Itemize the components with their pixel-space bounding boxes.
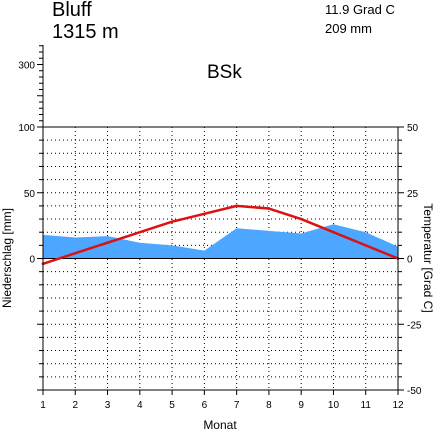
mean-temperature: 11.9 Grad C: [325, 2, 395, 17]
temperature-point: [332, 230, 335, 234]
precipitation-layer: [43, 224, 398, 259]
temperature-layer: [41, 204, 400, 266]
x-tick-label: 10: [328, 400, 340, 411]
left-tick-label: 0: [29, 255, 35, 266]
right-axis-label: Temperatur [Grad C]: [421, 203, 435, 312]
temperature-point: [267, 207, 271, 210]
right-tick-label: -25: [407, 320, 422, 331]
temperature-line: [42, 204, 399, 265]
x-tick-label: 1: [40, 400, 46, 411]
temperature-point: [138, 230, 142, 234]
temperature-point: [170, 220, 174, 223]
right-tick-label: -50: [407, 386, 422, 397]
left-tick-label: 50: [24, 189, 36, 200]
x-tick-label: 2: [72, 400, 78, 411]
x-tick-label: 9: [298, 400, 304, 411]
left-axis: 100 50 0: [18, 123, 43, 391]
temperature-point: [235, 204, 238, 208]
x-tick-label: 12: [392, 400, 404, 411]
precipitation-area: [43, 224, 398, 259]
left-tick-label: 100: [18, 123, 35, 134]
x-tick-label: 6: [202, 400, 208, 411]
annual-precipitation: 209 mm: [325, 21, 372, 36]
temperature-point: [364, 244, 368, 247]
x-tick-label: 7: [234, 400, 240, 411]
x-tick-label: 4: [137, 400, 143, 411]
x-axis-label: Monat: [203, 418, 237, 430]
upper-tick-label: 300: [18, 61, 35, 72]
x-tick-label: 8: [266, 400, 272, 411]
upper-precip-axis: 300: [18, 45, 44, 127]
x-tick-label: 3: [105, 400, 111, 411]
temperature-point: [299, 217, 303, 221]
station-elevation: 1315 m: [52, 21, 119, 43]
right-axis: 50 25 0 -25 -50: [398, 123, 422, 397]
x-tick-label: 11: [361, 400, 372, 411]
temperature-point: [203, 212, 206, 216]
station-name: Bluff: [52, 0, 92, 21]
right-tick-label: 50: [407, 123, 419, 134]
x-axis: 1 2 3 4 5 6 7 8 9 10 11 12: [40, 390, 404, 411]
temperature-point: [73, 251, 77, 255]
right-tick-label: 0: [407, 255, 413, 266]
x-tick-label: 5: [169, 400, 175, 411]
climate-class: BSk: [207, 62, 242, 83]
left-axis-label: Niederschlag [mm]: [0, 208, 14, 308]
right-tick-label: 25: [407, 189, 419, 200]
temperature-point: [106, 241, 109, 245]
